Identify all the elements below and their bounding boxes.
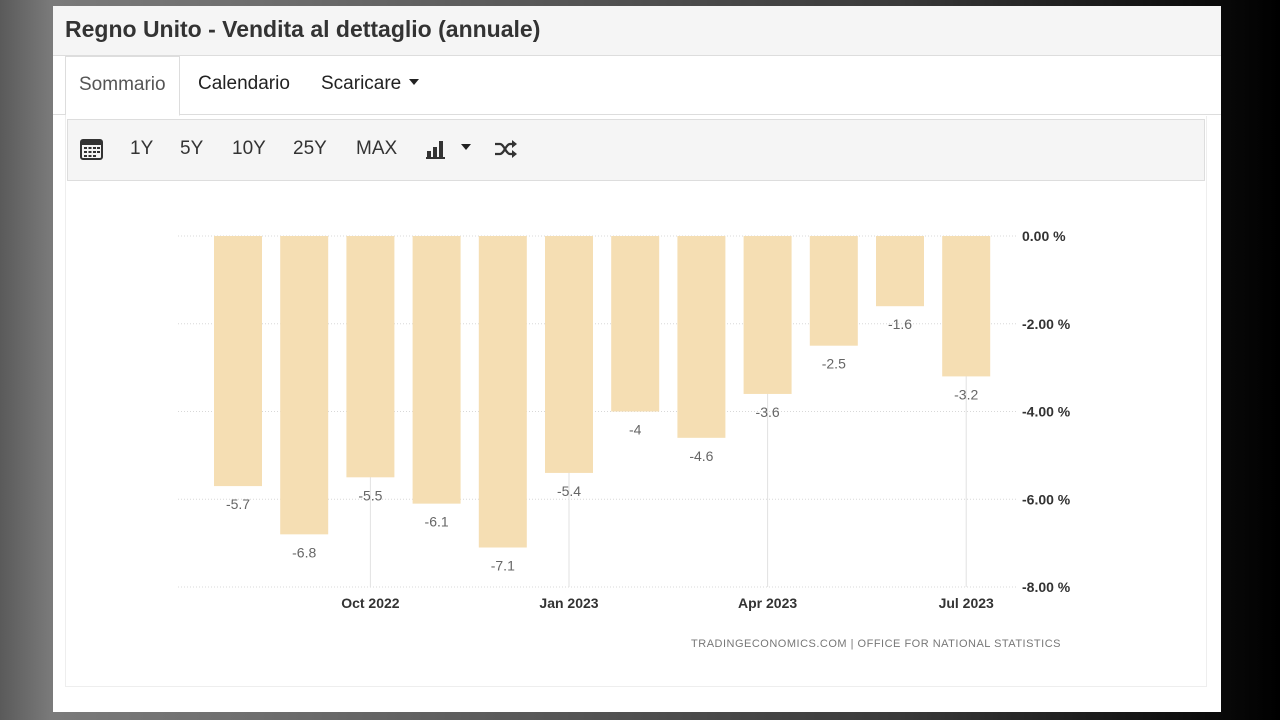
tab-bar: Sommario Calendario Scaricare — [53, 56, 1221, 116]
page-title: Regno Unito - Vendita al dettaglio (annu… — [65, 16, 541, 42]
data-label: -4.6 — [689, 448, 713, 464]
bar — [412, 236, 461, 504]
data-label: -7.1 — [491, 558, 515, 574]
data-label: -6.8 — [292, 544, 316, 560]
data-label: -6.1 — [425, 514, 449, 530]
y-tick-label: 0.00 % — [1022, 228, 1066, 244]
shuffle-icon[interactable] — [494, 120, 518, 178]
range-max-button[interactable]: MAX — [356, 138, 398, 159]
source-credit: TRADINGECONOMICS.COM | OFFICE FOR NATION… — [691, 638, 1061, 650]
title-bar: Regno Unito - Vendita al dettaglio (annu… — [53, 6, 1221, 56]
x-tick-label: Jul 2023 — [939, 595, 994, 611]
range-10y-button[interactable]: 10Y — [232, 138, 266, 159]
y-tick-label: -6.00 % — [1022, 491, 1071, 507]
bar — [478, 236, 527, 548]
x-tick-label: Oct 2022 — [341, 595, 400, 611]
bar — [545, 236, 593, 473]
tab-scaricare[interactable]: Scaricare — [321, 56, 420, 114]
bar — [743, 236, 792, 394]
tab-sommario[interactable]: Sommario — [65, 56, 180, 116]
bar — [214, 236, 262, 487]
y-tick-label: -4.00 % — [1022, 404, 1071, 420]
bar — [346, 236, 395, 478]
y-tick-label: -8.00 % — [1022, 579, 1071, 595]
chart-type-button[interactable] — [426, 120, 472, 178]
bar — [876, 236, 924, 307]
tab-calendario[interactable]: Calendario — [198, 73, 290, 94]
data-label: -5.5 — [358, 487, 382, 503]
range-25y-button[interactable]: 25Y — [293, 138, 327, 159]
bar — [942, 236, 991, 377]
caret-down-icon — [409, 78, 420, 85]
data-label: -3.2 — [954, 386, 978, 402]
data-label: -5.4 — [557, 483, 581, 499]
chart-area: 1Y 5Y 10Y 25Y MAX — [65, 116, 1207, 687]
tab-scaricare-label: Scaricare — [321, 73, 402, 94]
x-tick-label: Jan 2023 — [539, 595, 598, 611]
range-1y-button[interactable]: 1Y — [130, 138, 154, 159]
bar — [280, 236, 329, 535]
bar-chart-icon — [426, 140, 445, 159]
x-tick-label: Apr 2023 — [738, 595, 797, 611]
data-label: -4 — [629, 422, 642, 438]
calendar-icon[interactable] — [80, 120, 103, 178]
chart-panel: Regno Unito - Vendita al dettaglio (annu… — [53, 6, 1221, 712]
bar — [677, 236, 726, 438]
chart-toolbar: 1Y 5Y 10Y 25Y MAX — [67, 119, 1205, 181]
bar-chart: 0.00 % -2.00 % -4.00 % -6.00 % -8.00 % Oct 20… — [178, 228, 1071, 650]
chart-type-caret-icon — [461, 143, 472, 150]
bar — [809, 236, 858, 346]
data-label: -2.5 — [822, 356, 846, 372]
data-label: -3.6 — [756, 404, 780, 420]
bar — [611, 236, 660, 412]
data-label: -5.7 — [226, 496, 250, 512]
y-tick-label: -2.00 % — [1022, 316, 1071, 332]
range-5y-button[interactable]: 5Y — [180, 138, 204, 159]
data-label: -1.6 — [888, 316, 912, 332]
